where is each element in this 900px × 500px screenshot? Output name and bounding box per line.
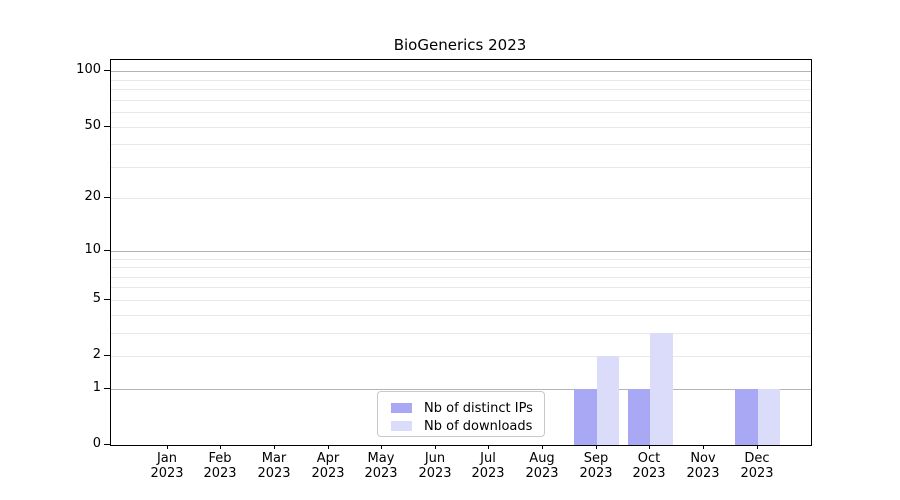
y-gridline-minor <box>111 258 811 260</box>
bar-distinct-ips <box>628 388 651 445</box>
y-tick-label: 20 <box>84 189 101 204</box>
x-tick-mark <box>274 445 275 449</box>
x-tick-month: Apr <box>316 451 340 466</box>
y-tick-label: 10 <box>84 242 101 257</box>
x-tick-label: Jun 2023 <box>400 451 470 481</box>
x-tick-year: 2023 <box>364 466 398 481</box>
y-gridline-minor <box>111 99 811 101</box>
legend-swatch <box>391 403 412 413</box>
legend-swatch <box>391 421 412 431</box>
y-gridline-minor <box>111 332 811 334</box>
x-tick-month: Jul <box>480 451 496 466</box>
y-gridline-minor <box>111 276 811 278</box>
y-tick-label: 0 <box>92 436 101 451</box>
y-gridline-major <box>111 70 811 72</box>
x-tick-year: 2023 <box>311 466 345 481</box>
x-tick-label: Feb 2023 <box>185 451 255 481</box>
x-tick-mark <box>757 445 758 449</box>
bar-downloads <box>650 332 673 445</box>
x-tick-month: Mar <box>261 451 287 466</box>
x-tick-label: Oct 2023 <box>614 451 684 481</box>
x-tick-mark <box>542 445 543 449</box>
y-gridline-major <box>111 388 811 390</box>
x-tick-mark <box>596 445 597 449</box>
y-tick-label: 100 <box>76 62 101 77</box>
legend-label: Nb of distinct IPs <box>424 400 533 416</box>
y-tick-mark <box>104 355 110 356</box>
x-tick-label: Jan 2023 <box>132 451 202 481</box>
x-tick-year: 2023 <box>740 466 774 481</box>
x-tick-month: Nov <box>690 451 716 466</box>
y-gridline-minor <box>111 266 811 268</box>
plot-area <box>110 59 812 446</box>
x-tick-label: Aug 2023 <box>507 451 577 481</box>
y-tick-label: 1 <box>92 380 101 395</box>
x-tick-label: Mar 2023 <box>239 451 309 481</box>
x-tick-year: 2023 <box>150 466 184 481</box>
y-gridline-major <box>111 250 811 252</box>
x-tick-mark <box>220 445 221 449</box>
x-tick-mark <box>435 445 436 449</box>
y-tick-mark <box>104 250 110 251</box>
y-tick-label: 5 <box>92 291 101 306</box>
y-tick-label: 2 <box>92 347 101 362</box>
x-tick-mark <box>167 445 168 449</box>
x-tick-month: Oct <box>637 451 661 466</box>
y-gridline-minor <box>111 355 811 357</box>
x-tick-mark <box>488 445 489 449</box>
y-gridline-minor <box>111 166 811 168</box>
x-tick-mark <box>703 445 704 449</box>
x-tick-year: 2023 <box>418 466 452 481</box>
y-tick-mark <box>104 388 110 389</box>
x-tick-year: 2023 <box>203 466 237 481</box>
x-tick-month: Feb <box>208 451 232 466</box>
x-tick-label: Jul 2023 <box>453 451 523 481</box>
bar-downloads <box>757 388 780 445</box>
y-tick-mark <box>104 126 110 127</box>
y-gridline-minor <box>111 143 811 145</box>
x-tick-label: Sep 2023 <box>561 451 631 481</box>
x-tick-label: Dec 2023 <box>722 451 792 481</box>
y-gridline-minor <box>111 79 811 81</box>
y-tick-mark <box>104 444 110 445</box>
x-tick-year: 2023 <box>579 466 613 481</box>
y-gridline-minor <box>111 299 811 301</box>
y-tick-label: 50 <box>84 118 101 133</box>
x-tick-year: 2023 <box>257 466 291 481</box>
bar-distinct-ips <box>574 388 597 445</box>
x-tick-month: May <box>367 451 395 466</box>
x-tick-mark <box>328 445 329 449</box>
x-tick-month: Aug <box>529 451 555 466</box>
legend-item: Nb of distinct IPs <box>391 399 537 417</box>
bar-downloads <box>596 356 620 445</box>
y-gridline-minor <box>111 126 811 128</box>
x-tick-year: 2023 <box>471 466 505 481</box>
bar-distinct-ips <box>735 388 758 445</box>
x-tick-label: Apr 2023 <box>293 451 363 481</box>
y-tick-mark <box>104 299 110 300</box>
x-tick-label: May 2023 <box>346 451 416 481</box>
x-tick-year: 2023 <box>525 466 559 481</box>
y-gridline-minor <box>111 88 811 90</box>
chart-title: BioGenerics 2023 <box>393 36 527 54</box>
x-tick-month: Sep <box>583 451 609 466</box>
legend-item: Nb of downloads <box>391 417 537 435</box>
x-tick-month: Jan <box>156 451 178 466</box>
y-gridline-minor <box>111 197 811 199</box>
y-tick-mark <box>104 70 110 71</box>
y-tick-mark <box>104 197 110 198</box>
x-tick-mark <box>649 445 650 449</box>
legend: Nb of distinct IPs Nb of downloads <box>377 391 545 437</box>
x-tick-month: Jun <box>424 451 446 466</box>
x-tick-label: Nov 2023 <box>668 451 738 481</box>
x-tick-year: 2023 <box>686 466 720 481</box>
x-tick-mark <box>381 445 382 449</box>
x-tick-year: 2023 <box>632 466 666 481</box>
legend-label: Nb of downloads <box>424 418 533 434</box>
y-gridline-minor <box>111 314 811 316</box>
y-gridline-minor <box>111 111 811 113</box>
y-gridline-minor <box>111 286 811 288</box>
x-tick-month: Dec <box>744 451 770 466</box>
